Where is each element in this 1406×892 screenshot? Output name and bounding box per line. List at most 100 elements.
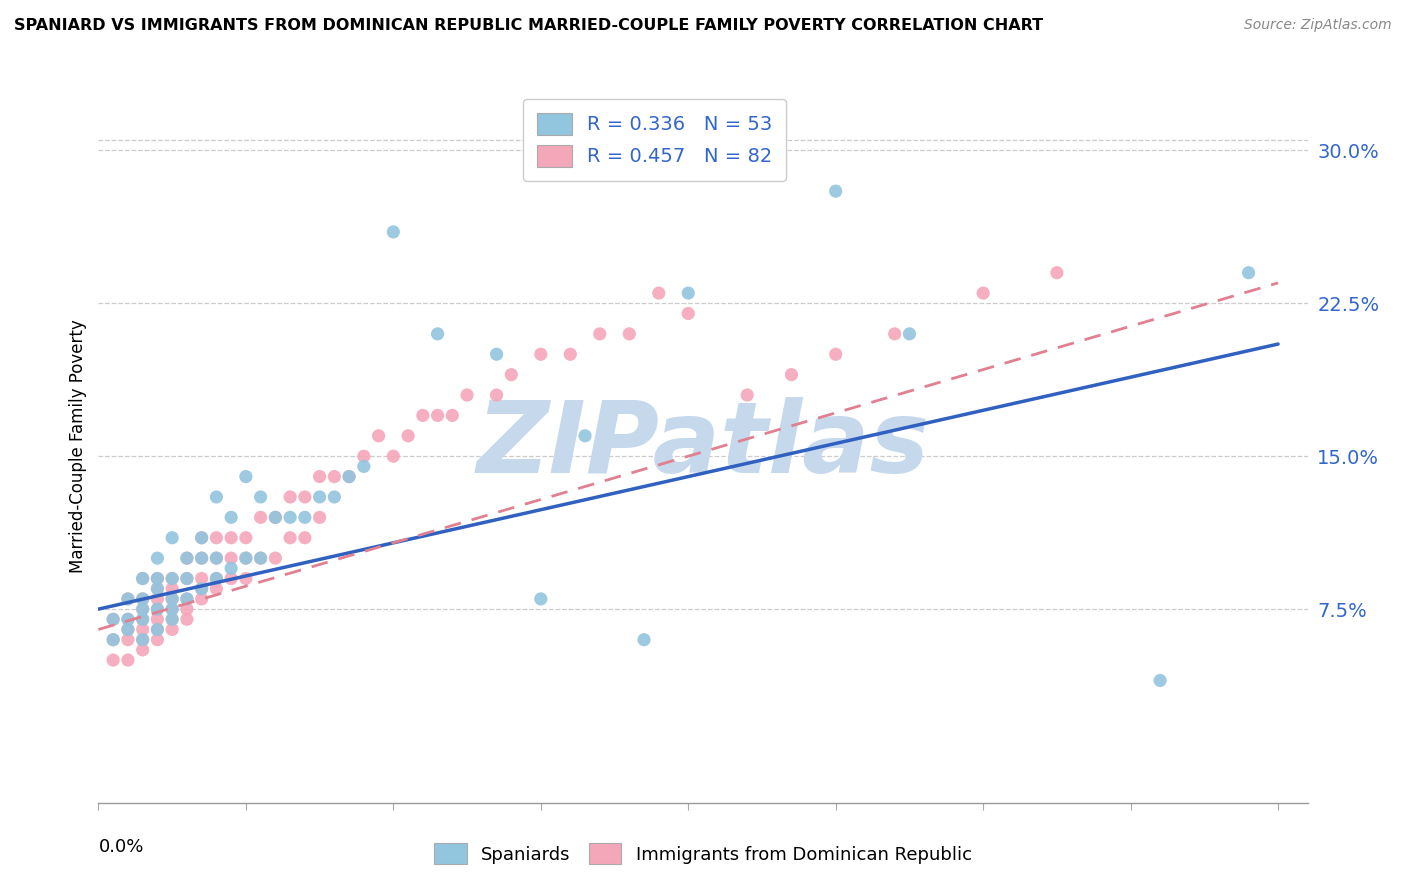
Point — [117, 623, 139, 637]
Point — [190, 572, 212, 586]
Point — [131, 602, 153, 616]
Point — [190, 591, 212, 606]
Point — [278, 490, 301, 504]
Point — [176, 591, 198, 606]
Legend: R = 0.336   N = 53, R = 0.457   N = 82: R = 0.336 N = 53, R = 0.457 N = 82 — [523, 99, 786, 181]
Point — [278, 531, 301, 545]
Point — [101, 632, 124, 647]
Point — [485, 347, 508, 361]
Point — [249, 490, 271, 504]
Point — [176, 551, 198, 566]
Point — [219, 561, 242, 575]
Point — [205, 490, 228, 504]
Point — [160, 572, 183, 586]
Point — [249, 551, 271, 566]
Point — [337, 469, 360, 483]
Point — [117, 591, 139, 606]
Point — [101, 612, 124, 626]
Point — [264, 510, 287, 524]
Point — [205, 531, 228, 545]
Point — [883, 326, 905, 341]
Point — [485, 388, 508, 402]
Point — [278, 510, 301, 524]
Point — [972, 286, 994, 301]
Point — [176, 551, 198, 566]
Point — [456, 388, 478, 402]
Point — [117, 632, 139, 647]
Point — [146, 623, 169, 637]
Point — [146, 582, 169, 596]
Point — [160, 623, 183, 637]
Point — [412, 409, 434, 423]
Point — [131, 572, 153, 586]
Point — [441, 409, 464, 423]
Point — [146, 572, 169, 586]
Point — [160, 531, 183, 545]
Point — [117, 623, 139, 637]
Point — [678, 286, 700, 301]
Point — [426, 326, 449, 341]
Point — [190, 551, 212, 566]
Point — [176, 572, 198, 586]
Point — [574, 429, 596, 443]
Point — [323, 490, 346, 504]
Point — [294, 510, 316, 524]
Point — [648, 286, 671, 301]
Point — [249, 551, 271, 566]
Point — [190, 582, 212, 596]
Point — [205, 572, 228, 586]
Point — [131, 623, 153, 637]
Point — [176, 602, 198, 616]
Point — [560, 347, 582, 361]
Point — [353, 459, 375, 474]
Point — [249, 510, 271, 524]
Point — [264, 551, 287, 566]
Point — [146, 582, 169, 596]
Point — [294, 531, 316, 545]
Point — [205, 551, 228, 566]
Point — [160, 612, 183, 626]
Text: ZIPatlas: ZIPatlas — [477, 398, 929, 494]
Point — [824, 347, 846, 361]
Point — [235, 572, 257, 586]
Point — [101, 612, 124, 626]
Point — [780, 368, 803, 382]
Point — [396, 429, 419, 443]
Point — [530, 347, 553, 361]
Point — [205, 551, 228, 566]
Text: Source: ZipAtlas.com: Source: ZipAtlas.com — [1244, 18, 1392, 32]
Point — [367, 429, 389, 443]
Point — [131, 602, 153, 616]
Point — [160, 582, 183, 596]
Point — [219, 531, 242, 545]
Point — [117, 612, 139, 626]
Point — [160, 612, 183, 626]
Point — [146, 623, 169, 637]
Point — [219, 551, 242, 566]
Point — [308, 469, 330, 483]
Point — [131, 591, 153, 606]
Point — [235, 469, 257, 483]
Point — [117, 653, 139, 667]
Point — [1046, 266, 1069, 280]
Point — [146, 602, 169, 616]
Point — [633, 632, 655, 647]
Point — [176, 572, 198, 586]
Point — [131, 612, 153, 626]
Point — [131, 572, 153, 586]
Point — [323, 469, 346, 483]
Point — [176, 591, 198, 606]
Point — [235, 551, 257, 566]
Point — [219, 572, 242, 586]
Point — [160, 602, 183, 616]
Point — [382, 225, 405, 239]
Point — [131, 643, 153, 657]
Y-axis label: Married-Couple Family Poverty: Married-Couple Family Poverty — [69, 319, 87, 573]
Point — [146, 551, 169, 566]
Point — [619, 326, 641, 341]
Point — [160, 572, 183, 586]
Point — [190, 531, 212, 545]
Point — [382, 449, 405, 463]
Point — [501, 368, 523, 382]
Point — [1149, 673, 1171, 688]
